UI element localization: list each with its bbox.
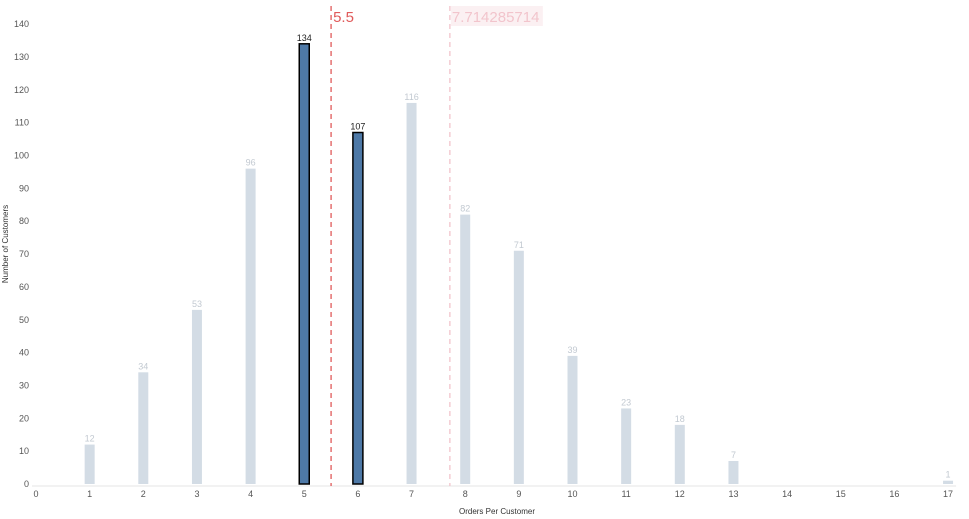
bar-label-7: 116 [404, 92, 418, 102]
x-tick-label: 3 [194, 489, 199, 499]
x-tick-label: 4 [248, 489, 253, 499]
bars [84, 43, 954, 485]
x-tick-label: 15 [836, 489, 846, 499]
bar-label-5: 134 [297, 33, 312, 43]
bar-label-4: 96 [246, 158, 256, 168]
reference-label-background [450, 6, 543, 26]
x-tick-label: 7 [409, 489, 414, 499]
bar-label-17: 1 [946, 470, 951, 480]
bar-3[interactable] [191, 309, 202, 484]
bar-label-13: 7 [731, 450, 736, 460]
bar-10[interactable] [567, 355, 578, 484]
y-tick-label: 120 [14, 85, 29, 95]
bar-label-8: 82 [460, 204, 470, 214]
y-tick-label: 90 [19, 183, 29, 193]
bar-6[interactable] [352, 131, 364, 485]
y-tick-label: 10 [19, 446, 29, 456]
bar-12[interactable] [674, 424, 685, 484]
bar-5[interactable] [298, 43, 310, 485]
bar-4[interactable] [245, 168, 256, 484]
x-axis-title: Orders Per Customer [459, 507, 535, 516]
y-tick-label: 50 [19, 315, 29, 325]
bar-label-6: 107 [350, 122, 365, 132]
x-tick-label: 5 [302, 489, 307, 499]
x-tick-label: 11 [621, 489, 630, 499]
x-tick-label: 10 [567, 489, 577, 499]
bar-label-9: 71 [514, 240, 524, 250]
reference-lines: 5.5 7.714285714 [330, 6, 543, 486]
x-tick-label: 2 [141, 489, 146, 499]
y-tick-label: 100 [14, 151, 29, 161]
y-tick-label: 20 [19, 413, 29, 423]
x-tick-label: 12 [675, 489, 685, 499]
bar-label-3: 53 [192, 299, 202, 309]
y-tick-label: 110 [15, 118, 29, 128]
y-tick-label: 30 [19, 380, 29, 390]
bar-1[interactable] [84, 444, 95, 484]
x-tick-label: 14 [782, 489, 792, 499]
bar-13[interactable] [728, 461, 739, 484]
bar-9[interactable] [513, 250, 524, 484]
bar-11[interactable] [621, 408, 632, 484]
bar-17[interactable] [943, 480, 954, 484]
y-tick-label: 40 [19, 348, 29, 358]
reference-line-label-2: 7.714285714 [452, 9, 540, 26]
bar-label-11: 23 [621, 397, 631, 407]
x-tick-label: 17 [943, 489, 953, 499]
reference-line-label-1: 5.5 [333, 9, 354, 26]
y-tick-label: 80 [19, 216, 29, 226]
x-tick-label: 9 [516, 489, 521, 499]
y-axis-title: Number of Customers [1, 205, 10, 283]
y-tick-label: 0 [24, 479, 29, 489]
y-tick-label: 140 [14, 19, 29, 29]
x-tick-label: 8 [463, 489, 468, 499]
bar-label-1: 12 [85, 434, 95, 444]
bar-label-12: 18 [675, 414, 685, 424]
y-tick-label: 60 [19, 282, 29, 292]
x-tick-label: 6 [355, 489, 360, 499]
y-tick-label: 130 [14, 52, 29, 62]
bar-8[interactable] [460, 214, 471, 484]
x-axis-ticks: 0 1 2 3 4 5 6 7 8 9 10 11 12 13 14 15 16 17 [33, 489, 953, 499]
bar-label-2: 34 [138, 361, 148, 371]
bar-label-10: 39 [567, 345, 577, 355]
y-axis-ticks: 0 10 20 30 40 50 60 70 80 90 100 110 120 130 140 [14, 19, 29, 489]
x-tick-label: 1 [87, 489, 92, 499]
bar-7[interactable] [406, 102, 417, 484]
x-tick-label: 13 [728, 489, 738, 499]
bar-2[interactable] [138, 372, 149, 484]
y-tick-label: 70 [19, 249, 29, 259]
x-tick-label: 0 [33, 489, 38, 499]
x-tick-label: 16 [889, 489, 899, 499]
